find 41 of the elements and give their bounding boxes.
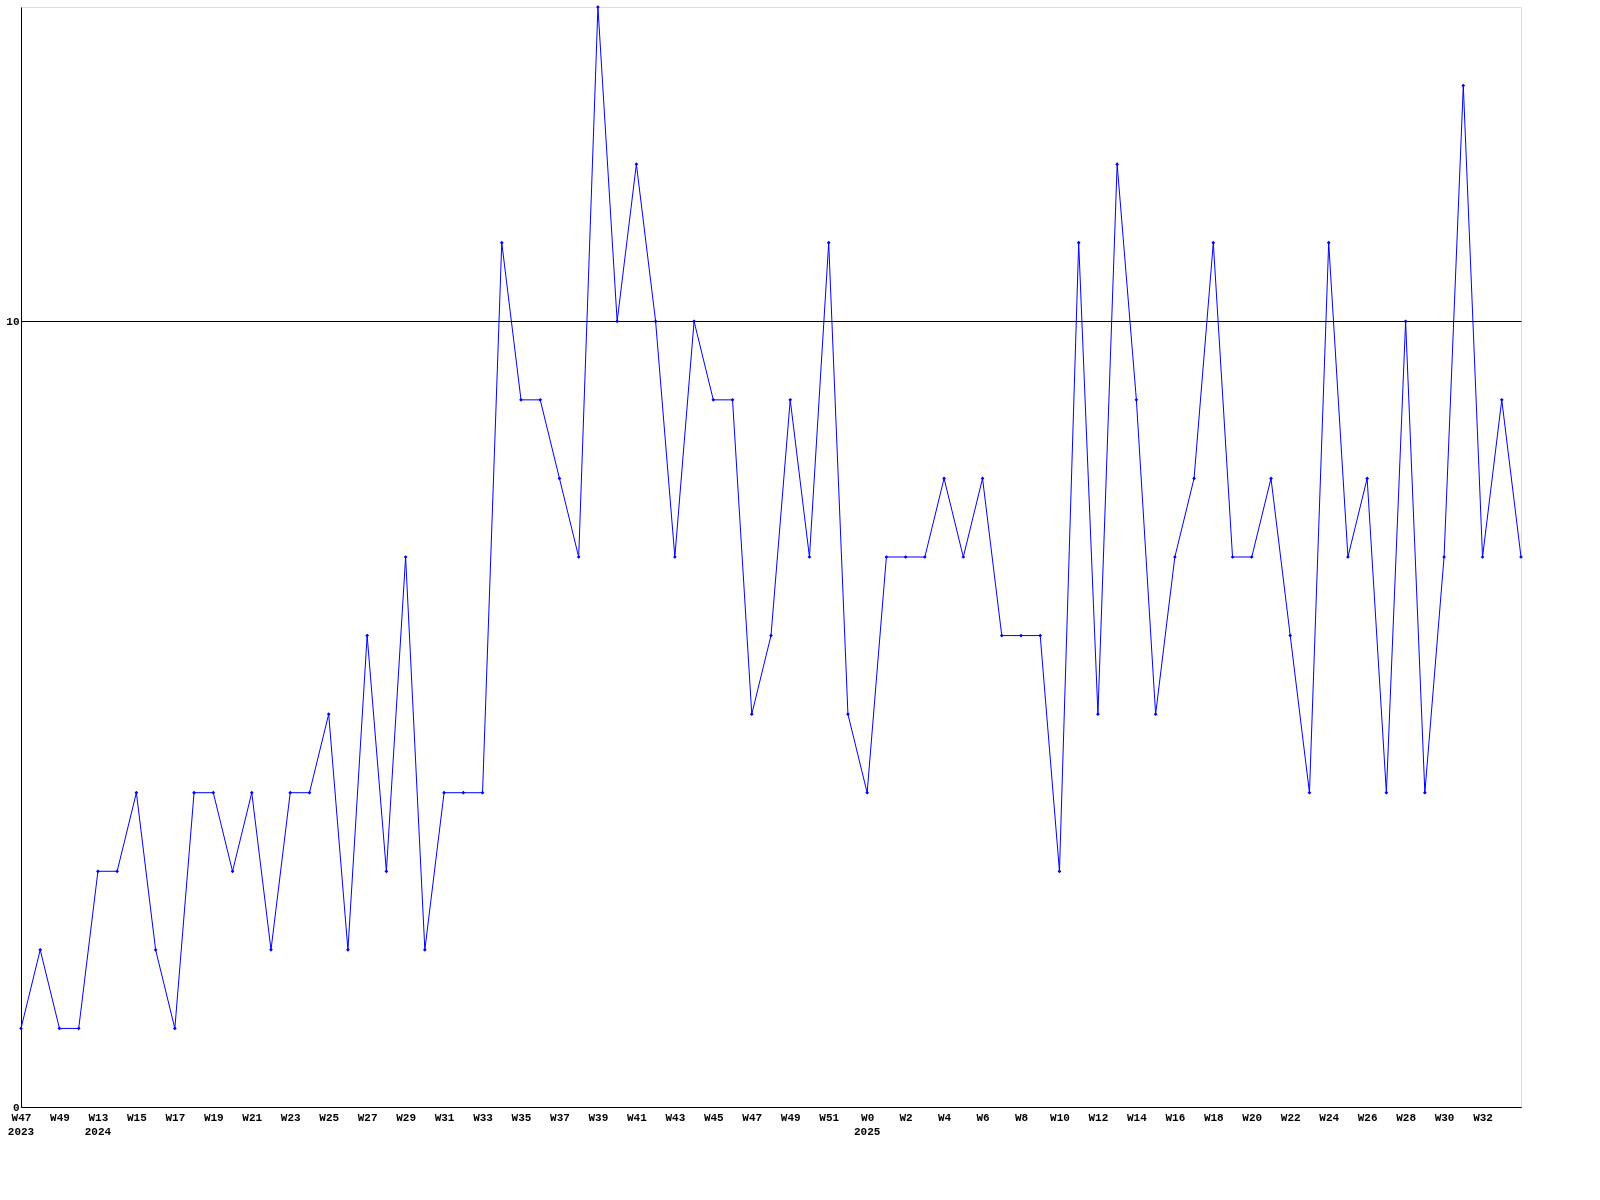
x-tick-label: W23 xyxy=(280,1111,302,1124)
x-tick-label: W49 xyxy=(50,1111,70,1124)
category-label: W47 2023 xyxy=(7,1111,35,1138)
x-tick-label: W47 xyxy=(742,1111,763,1124)
x-tick-label: W31 xyxy=(434,1111,455,1124)
x-tick-label: W43 xyxy=(665,1111,686,1124)
x-tick-label: W21 xyxy=(242,1111,263,1124)
x-tick-label: W32 xyxy=(1473,1111,1493,1124)
x-tick-label: W41 xyxy=(626,1111,648,1124)
x-tick-label: W19 xyxy=(203,1111,224,1124)
x-tick-label: W6 xyxy=(976,1111,990,1124)
x-tick-label: W37 xyxy=(550,1111,570,1124)
x-tick-label: W25 xyxy=(319,1111,340,1124)
x-tick-label: W35 xyxy=(511,1111,532,1124)
x-tick-label: W8 xyxy=(1014,1111,1029,1124)
x-tick-label: W26 xyxy=(1357,1111,1378,1124)
x-tick-label: W29 xyxy=(396,1111,417,1124)
x-tick-label: W4 xyxy=(937,1111,952,1124)
x-tick-label: W45 xyxy=(703,1111,725,1124)
x-tick-label: W30 xyxy=(1434,1111,1455,1124)
category-label: W0 2025 xyxy=(853,1111,881,1138)
x-tick-label: W16 xyxy=(1165,1111,1186,1124)
category-label: W13 2024 xyxy=(84,1111,112,1138)
x-tick-label: W20 xyxy=(1242,1111,1263,1124)
x-tick-label: W15 xyxy=(126,1111,148,1124)
x-tick-label: W18 xyxy=(1203,1111,1225,1124)
x-tick-label: W49 xyxy=(780,1111,801,1124)
x-tick-label: W10 xyxy=(1050,1111,1070,1124)
x-tick-label: W33 xyxy=(473,1111,494,1124)
y-tick-label: 0 xyxy=(12,1101,20,1114)
x-tick-label: W28 xyxy=(1396,1111,1417,1124)
x-tick-label: W51 xyxy=(819,1111,840,1124)
x-tick-label: W2 xyxy=(899,1111,913,1124)
x-tick-label: W22 xyxy=(1280,1111,1301,1124)
y-tick-label: 10 xyxy=(6,315,20,328)
x-tick-label: W14 xyxy=(1126,1111,1148,1124)
x-tick-label: W27 xyxy=(357,1111,378,1124)
x-tick-label: W24 xyxy=(1319,1111,1340,1124)
x-tick-label: W12 xyxy=(1088,1111,1109,1124)
x-tick-label: W39 xyxy=(588,1111,609,1124)
x-tick-label: W17 xyxy=(165,1111,186,1124)
